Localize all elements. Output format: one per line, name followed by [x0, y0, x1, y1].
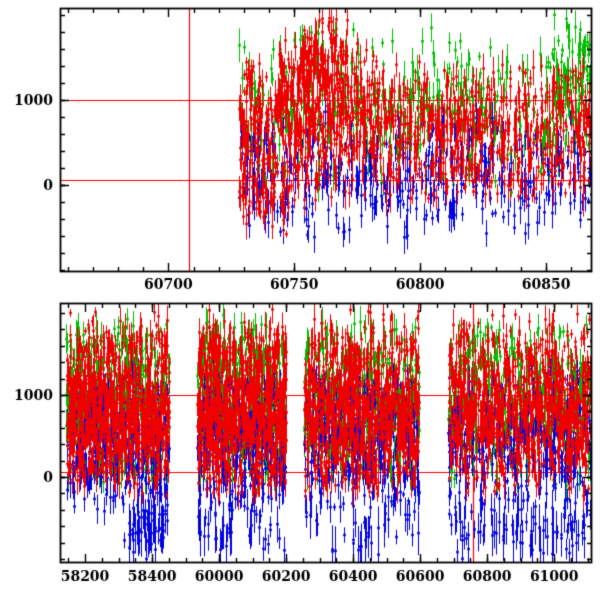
light-curves-canvas — [0, 0, 600, 600]
two-panel-light-curve-figure — [0, 0, 600, 600]
